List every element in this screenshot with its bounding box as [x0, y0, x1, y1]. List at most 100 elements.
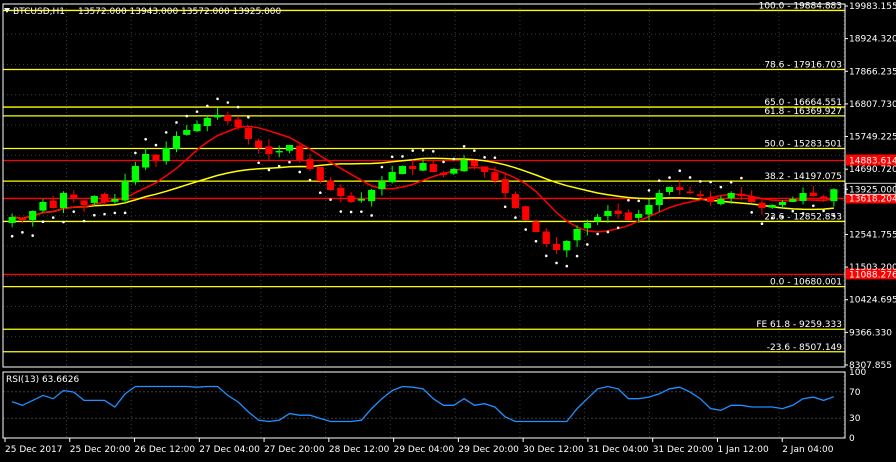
price-scale-label: 11503.200: [849, 263, 896, 273]
candle-body: [542, 231, 550, 244]
psar-dot: [41, 220, 45, 224]
sr-level-box: [846, 192, 896, 204]
time-axis-label: 27 Dec 04:00: [199, 445, 260, 455]
candle-body: [809, 192, 817, 196]
time-axis-label: 31 Dec 20:00: [653, 445, 714, 455]
psar-dot: [781, 215, 784, 219]
psar-dot: [473, 149, 476, 152]
sr-level-box: [846, 268, 896, 280]
candle-body: [522, 206, 530, 220]
psar-dot: [226, 101, 230, 104]
fib-level-label: 23.6 - 12852.853: [764, 212, 842, 222]
rsi-label: RSI(13) 63.6626: [6, 375, 79, 385]
psar-dot: [390, 155, 394, 159]
rsi-scale-label: 70: [849, 388, 861, 398]
psar-dot: [103, 212, 106, 216]
psar-dot: [51, 216, 55, 219]
candle-body: [368, 190, 376, 202]
candle-body: [193, 124, 201, 132]
candle-body: [460, 160, 468, 172]
psar-dot: [657, 179, 661, 182]
time-axis-label: 31 Dec 04:00: [588, 445, 649, 455]
rsi-scale-label: 100: [849, 368, 866, 378]
psar-dot: [267, 168, 271, 172]
candle-body: [707, 198, 715, 202]
candle-body: [789, 199, 797, 202]
candle-body: [768, 205, 776, 208]
fib-level-label: 100.0 - 19884.883: [759, 1, 842, 11]
psar-dot: [668, 176, 671, 179]
price-scale-label: 8307.855: [849, 361, 892, 371]
psar-dot: [750, 211, 753, 214]
psar-dot: [21, 231, 24, 234]
candle-body: [121, 181, 129, 201]
rsi-scale-label: 0: [849, 434, 855, 444]
psar-dot: [812, 204, 815, 208]
psar-dot: [524, 228, 528, 231]
psar-dot: [175, 121, 178, 124]
candle-body: [255, 140, 263, 148]
candle-body: [224, 115, 232, 121]
candle-body: [799, 193, 807, 201]
psar-dot: [308, 178, 312, 182]
psar-dot: [380, 165, 384, 169]
candle-body: [727, 193, 735, 199]
dropdown-triangle-icon[interactable]: [4, 8, 10, 13]
psar-dot: [82, 219, 86, 223]
candle-body: [80, 200, 88, 205]
candle-body: [665, 187, 674, 193]
candle-body: [409, 165, 417, 169]
candle-body: [439, 172, 448, 175]
psar-dot: [832, 214, 836, 217]
candle-body: [481, 166, 489, 172]
psar-dot: [647, 189, 651, 192]
fib-level-label: FE 61.8 - 9259.333: [756, 320, 842, 330]
psar-dot: [123, 211, 127, 215]
candle-body: [419, 163, 427, 171]
candle-body: [470, 160, 478, 166]
candle-body: [234, 119, 242, 127]
psar-dot: [10, 234, 14, 238]
candle-body: [655, 193, 663, 205]
candle-body: [213, 115, 222, 118]
price-scale-label: 14690.720: [849, 165, 896, 175]
psar-dot: [637, 199, 641, 203]
psar-dot: [565, 264, 569, 268]
psar-dot: [134, 151, 137, 155]
candle-body: [357, 199, 365, 201]
price-scale-label: 16807.730: [849, 100, 896, 110]
candle-body: [676, 187, 684, 190]
fib-level-label: 65.0 - 16664.551: [764, 98, 842, 108]
psar-dot: [596, 232, 599, 236]
psar-dot: [349, 210, 353, 214]
sr-level-box: [846, 154, 896, 166]
candle-body: [39, 202, 47, 211]
fib-level-label: -23.6 - 8507.149: [767, 343, 842, 353]
psar-dot: [503, 205, 507, 209]
psar-dot: [770, 216, 774, 220]
candle-body: [152, 154, 160, 160]
candle-body: [244, 128, 252, 139]
sr-level-label: 13618.204: [849, 194, 896, 204]
psar-dot: [627, 198, 630, 202]
candle-body: [573, 229, 581, 241]
psar-dot: [575, 254, 579, 258]
fib-level-label: 38.2 - 14197.075: [764, 172, 842, 182]
grid-lines: [3, 4, 845, 438]
candle-body: [450, 169, 458, 174]
psar-dot: [247, 115, 250, 119]
candle-body: [265, 146, 273, 154]
psar-dot: [678, 169, 682, 173]
psar-dot: [339, 210, 343, 213]
candle-body: [635, 214, 643, 218]
rsi-scale-label: 30: [849, 414, 861, 424]
psar-dot: [760, 222, 764, 226]
time-axis-label: 1 Jan 12:00: [717, 445, 769, 455]
psar-dot: [421, 148, 425, 152]
psar-dot: [205, 104, 209, 108]
price-scale-label: 9366.330: [849, 328, 892, 338]
psar-dot: [740, 176, 743, 180]
psar-dot: [257, 161, 260, 165]
